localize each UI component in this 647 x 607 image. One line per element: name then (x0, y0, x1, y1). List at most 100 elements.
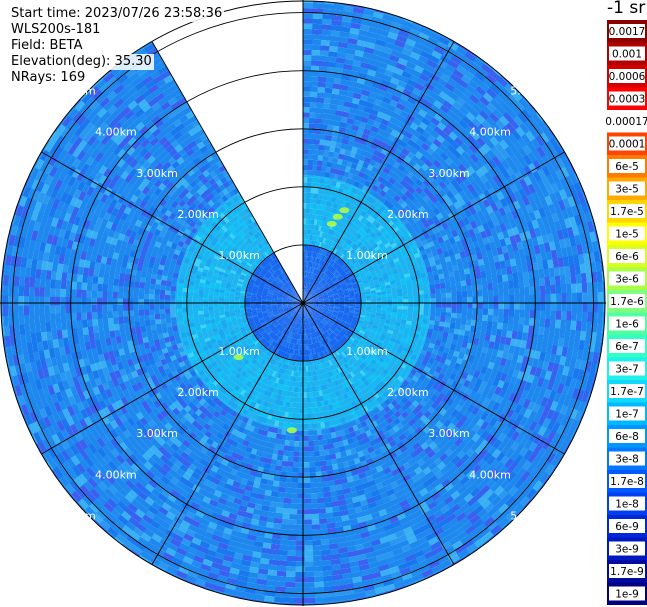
radar-cell (285, 352, 290, 359)
radar-cell (270, 326, 276, 331)
radar-cell (306, 318, 309, 324)
radar-cell (318, 277, 322, 283)
radar-cell (294, 296, 299, 300)
radar-cell (305, 307, 310, 312)
radar-cell (187, 311, 194, 316)
radar-cell (334, 299, 340, 301)
radar-cell (303, 350, 306, 356)
radar-cell (272, 309, 278, 312)
radar-cell (329, 274, 335, 279)
radar-cell (296, 317, 299, 323)
radar-cell (304, 292, 306, 298)
radar-cell (335, 336, 341, 342)
radar-cell (295, 295, 300, 300)
radar-cell (366, 298, 372, 301)
radar-cell (293, 304, 299, 308)
radar-cell (349, 325, 355, 330)
radar-cell (310, 309, 316, 314)
radar-cell (332, 358, 337, 364)
radar-cell (307, 170, 313, 176)
radar-cell (257, 257, 263, 263)
radar-cell (317, 308, 323, 311)
radar-cell (286, 336, 290, 342)
radar-cell (294, 317, 297, 323)
radar-cell (309, 234, 313, 241)
radar-cell (273, 329, 279, 334)
radar-cell (224, 306, 230, 310)
radar-cell (282, 363, 287, 370)
radar-cell (340, 271, 346, 276)
radar-cell (294, 322, 297, 328)
radar-cell (331, 332, 337, 338)
radar-cell (303, 287, 305, 293)
radar-cell (320, 279, 325, 284)
radar-cell (294, 289, 298, 295)
radar-cell (281, 314, 286, 319)
radar-cell (322, 320, 327, 325)
radar-cell (314, 312, 320, 317)
radar-cell (273, 321, 279, 326)
radar-cell (337, 354, 343, 361)
radar-cell (299, 349, 302, 356)
radar-cell (292, 299, 298, 302)
radar-cell (327, 293, 334, 296)
radar-cell (238, 278, 244, 283)
radar-cell (192, 307, 199, 312)
radar-cell (281, 272, 286, 278)
radar-cell (252, 338, 259, 344)
radar-cell (274, 329, 280, 335)
radar-cell (318, 265, 323, 271)
radar-cell (323, 297, 329, 300)
radar-cell (285, 311, 291, 316)
radar-cell (270, 254, 276, 260)
radar-cell (287, 353, 291, 359)
radar-cell (282, 335, 287, 341)
radar-cell (277, 344, 282, 350)
radar-cell (349, 264, 355, 270)
radar-cell (326, 322, 332, 327)
radar-cell (344, 278, 351, 283)
radar-cell (313, 320, 318, 326)
radar-cell (313, 268, 317, 274)
radar-cell (328, 297, 335, 300)
radar-cell (346, 330, 353, 335)
radar-cell (308, 333, 311, 339)
radar-cell (265, 349, 270, 355)
radar-cell (301, 323, 303, 330)
radar-cell (293, 290, 297, 295)
radar-cell (177, 295, 183, 300)
radar-cell (296, 312, 300, 318)
radar-cell (257, 314, 264, 318)
radar-cell (360, 298, 367, 301)
radar-cell (310, 343, 313, 350)
radar-cell (327, 321, 333, 326)
radar-cell (300, 308, 302, 314)
radar-cell (348, 312, 355, 316)
radar-cell (304, 308, 306, 314)
radar-cell (298, 313, 301, 319)
radar-cell (293, 317, 297, 322)
radar-cell (402, 299, 409, 303)
radar-cell (275, 287, 281, 292)
radar-cell (335, 244, 341, 251)
radar-cell (348, 337, 354, 343)
radar-cell (258, 350, 264, 357)
radar-cell (269, 325, 275, 330)
radar-cell (267, 280, 273, 285)
radar-cell (306, 295, 311, 300)
radar-cell (304, 261, 306, 267)
radar-cell (282, 286, 288, 290)
radar-cell (275, 257, 280, 264)
radar-cell (266, 297, 273, 299)
radar-cell (164, 303, 171, 309)
radar-cell (287, 364, 291, 371)
radar-cell (329, 334, 335, 340)
radar-cell (364, 288, 371, 293)
radar-cell (306, 208, 310, 214)
radar-cell (330, 346, 335, 353)
radar-cell (277, 295, 283, 298)
radar-cell (330, 340, 335, 346)
radar-cell (272, 306, 278, 309)
radar-cell (301, 303, 303, 308)
radar-cell (326, 288, 332, 292)
